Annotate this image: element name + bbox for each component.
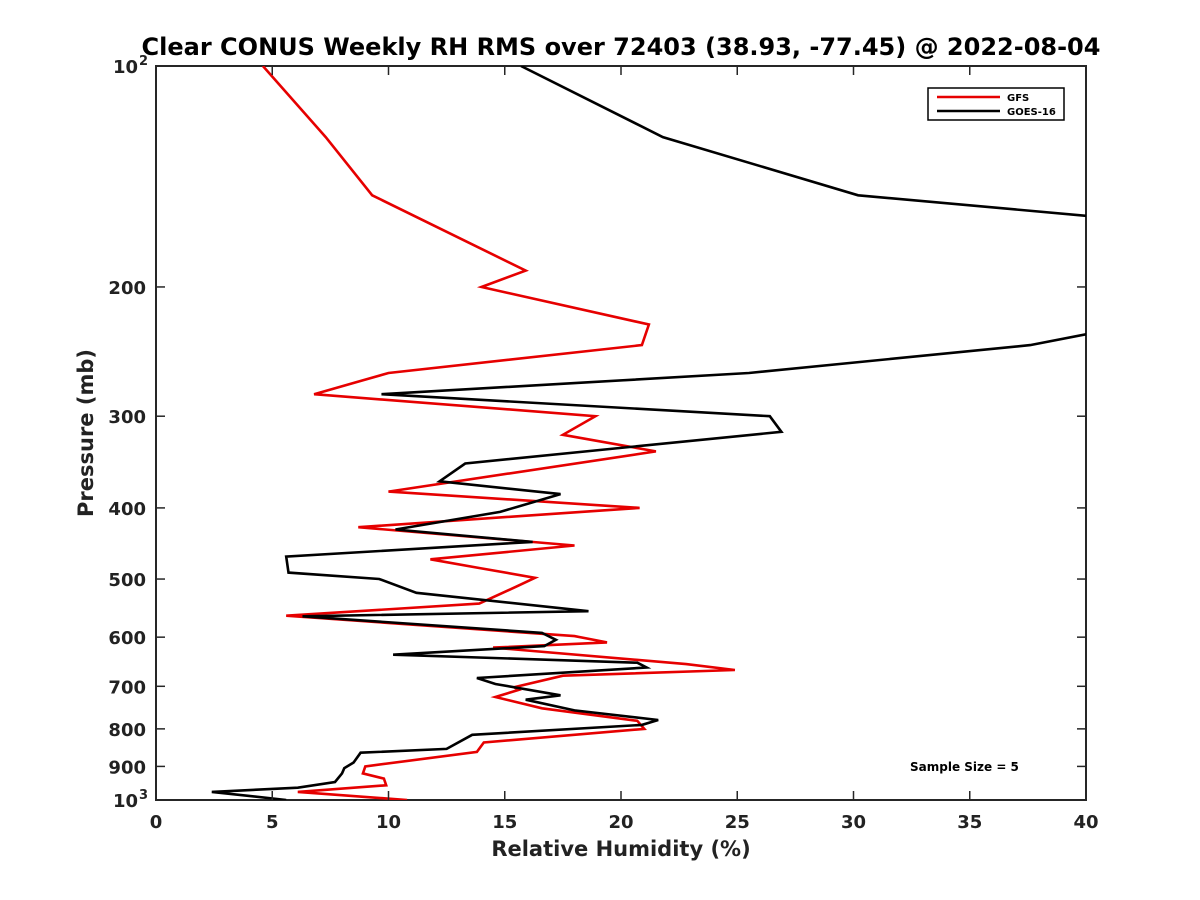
series-line-gfs	[261, 66, 736, 800]
y-tick-label-exponent: 3	[139, 788, 148, 803]
series-line-goes-16	[211, 66, 1086, 800]
x-tick-label: 20	[608, 812, 633, 833]
x-tick-label: 15	[492, 812, 517, 833]
y-tick-label: 600	[108, 628, 146, 649]
x-tick-label: 10	[376, 812, 401, 833]
x-tick-label: 25	[725, 812, 750, 833]
y-tick-label-exponent: 2	[139, 54, 148, 69]
legend: GFS GOES-16	[927, 87, 1065, 121]
series-layer	[211, 66, 1086, 800]
x-tick-label: 5	[266, 812, 279, 833]
y-tick-label: 400	[108, 499, 146, 520]
legend-label-gfs: GFS	[1007, 93, 1029, 104]
x-tick-label: 35	[957, 812, 982, 833]
legend-box	[927, 87, 1065, 121]
y-tick-label: 300	[108, 407, 146, 428]
y-tick-label: 900	[108, 757, 146, 778]
y-tick-label: 10	[113, 791, 138, 812]
x-tick-label: 30	[841, 812, 866, 833]
y-axis-label: Pressure (mb)	[74, 349, 98, 517]
x-axis-label: Relative Humidity (%)	[491, 837, 750, 861]
legend-label-goes16: GOES-16	[1007, 107, 1056, 118]
y-tick-label: 800	[108, 720, 146, 741]
y-tick-label: 10	[113, 57, 138, 78]
y-tick-label: 700	[108, 677, 146, 698]
x-tick-label: 0	[150, 812, 163, 833]
y-tick-label: 500	[108, 570, 146, 591]
y-tick-label: 200	[108, 278, 146, 299]
x-tick-label: 40	[1073, 812, 1098, 833]
sample-size-annotation: Sample Size = 5	[910, 760, 1019, 774]
chart-title: Clear CONUS Weekly RH RMS over 72403 (38…	[142, 33, 1101, 61]
